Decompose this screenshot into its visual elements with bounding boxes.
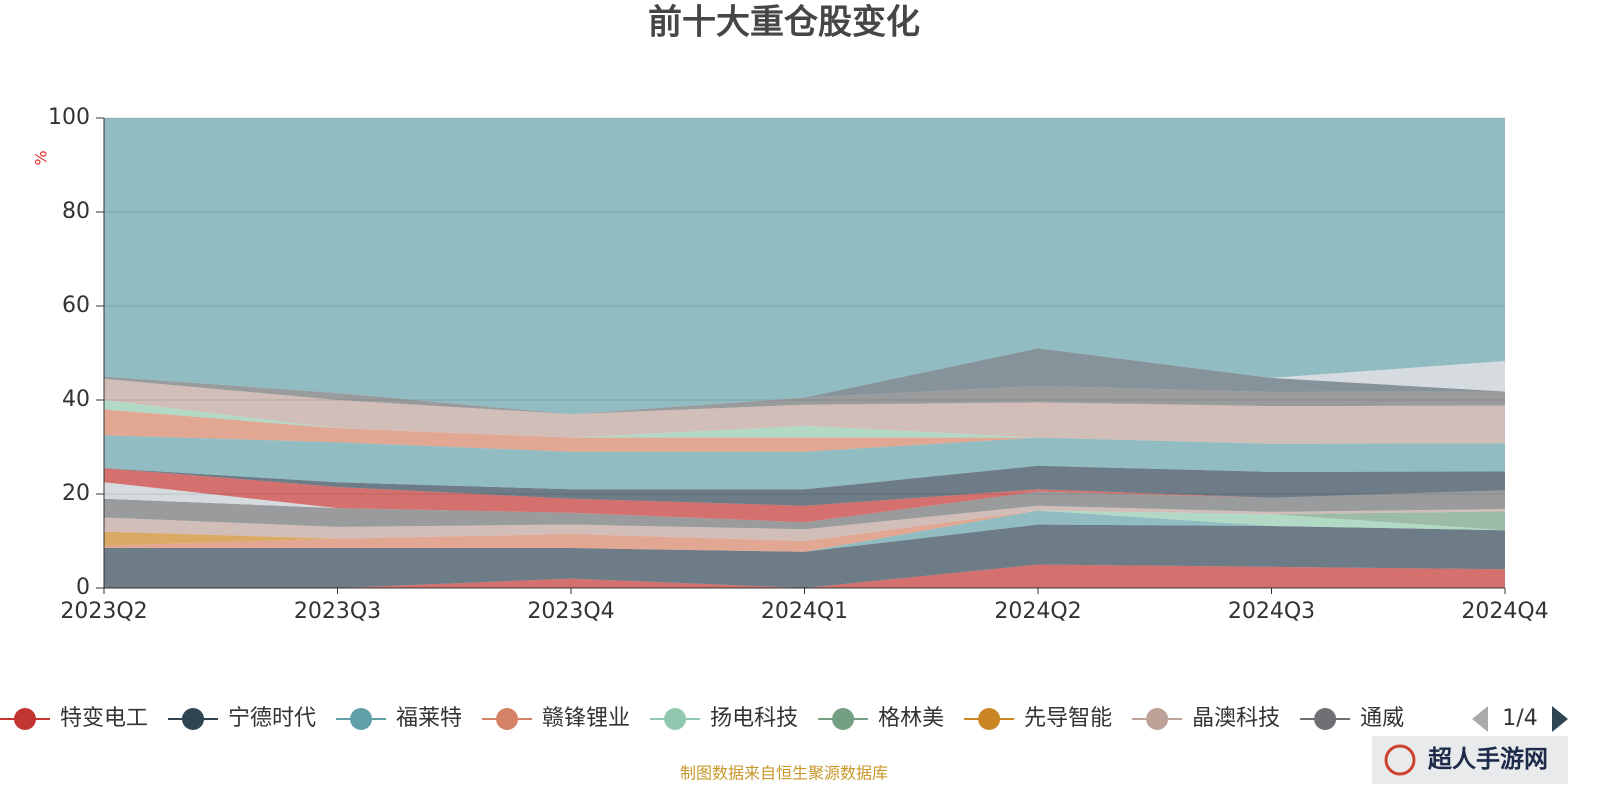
legend-label: 特变电工 bbox=[60, 706, 148, 731]
legend-marker bbox=[496, 708, 519, 730]
legend-marker bbox=[182, 708, 205, 730]
x-tick-label: 2024Q2 bbox=[994, 599, 1081, 624]
x-tick-label: 2024Q3 bbox=[1228, 599, 1315, 624]
legend-marker bbox=[978, 708, 1001, 730]
legend-marker bbox=[1146, 708, 1169, 730]
area-series bbox=[104, 505, 1505, 541]
watermark-bg bbox=[1372, 736, 1568, 784]
area-series bbox=[104, 510, 1505, 546]
x-tick-label: 2024Q1 bbox=[761, 599, 848, 624]
area-series bbox=[104, 378, 1505, 444]
x-tick-label: 2024Q4 bbox=[1461, 599, 1548, 624]
x-tick-label: 2023Q2 bbox=[60, 599, 147, 624]
legend-label: 福莱特 bbox=[396, 706, 462, 731]
axes: 0 20 40 60 80 100 2023Q2 2023Q3 2023Q4 2024Q1 2024… bbox=[48, 105, 1549, 624]
area-series bbox=[104, 564, 1505, 588]
y-tick-label: 80 bbox=[62, 199, 90, 224]
legend-next[interactable] bbox=[1552, 706, 1568, 732]
area-series bbox=[104, 490, 1505, 530]
area-series bbox=[104, 510, 1505, 552]
legend-label: 格林美 bbox=[878, 706, 944, 731]
area-series bbox=[104, 435, 1505, 490]
area-series bbox=[104, 400, 1505, 444]
legend-label: 先导智能 bbox=[1024, 706, 1112, 731]
legend-marker bbox=[350, 708, 373, 730]
watermark-logo bbox=[1384, 744, 1416, 776]
y-tick-label: 20 bbox=[62, 481, 90, 506]
y-tick-label: 40 bbox=[62, 387, 90, 412]
y-axis-label: % bbox=[32, 150, 51, 165]
y-tick-label: 100 bbox=[48, 105, 90, 130]
x-tick-label: 2023Q4 bbox=[527, 599, 614, 624]
chart-title: 前十大重仓股变化 bbox=[648, 3, 920, 43]
area-series bbox=[104, 524, 1505, 588]
legend-label: 赣锋锂业 bbox=[542, 706, 630, 731]
area-series bbox=[104, 348, 1505, 415]
legend-marker bbox=[664, 708, 687, 730]
legend-page: 1/4 bbox=[1502, 706, 1537, 731]
legend-prev[interactable] bbox=[1472, 706, 1488, 732]
legend-label: 宁德时代 bbox=[228, 706, 316, 731]
source-note: 制图数据来自恒生聚源数据库 bbox=[680, 764, 888, 783]
area-series bbox=[104, 409, 1505, 452]
legend-marker bbox=[14, 708, 36, 730]
legend-label: 晶澳科技 bbox=[1192, 706, 1280, 731]
legend-marker bbox=[1314, 708, 1337, 730]
legend-label: 通威 bbox=[1360, 706, 1404, 731]
area-series bbox=[104, 118, 1505, 415]
plot-area bbox=[104, 118, 1505, 588]
area-series bbox=[104, 465, 1505, 506]
area-series bbox=[104, 510, 1505, 552]
legend-marker bbox=[832, 708, 855, 730]
area-series bbox=[104, 376, 1505, 415]
x-tick-label: 2023Q3 bbox=[294, 599, 381, 624]
area-series bbox=[104, 468, 1505, 523]
y-tick-label: 60 bbox=[62, 293, 90, 318]
y-tick-label: 0 bbox=[76, 575, 90, 600]
legend-label: 扬电科技 bbox=[710, 706, 798, 731]
watermark: 超人手游网 bbox=[1428, 745, 1548, 773]
legend: 特变电工 宁德时代 福莱特 赣锋锂业 扬电科技 格林美 先导智能 晶澳科技 通威 bbox=[0, 706, 1404, 731]
